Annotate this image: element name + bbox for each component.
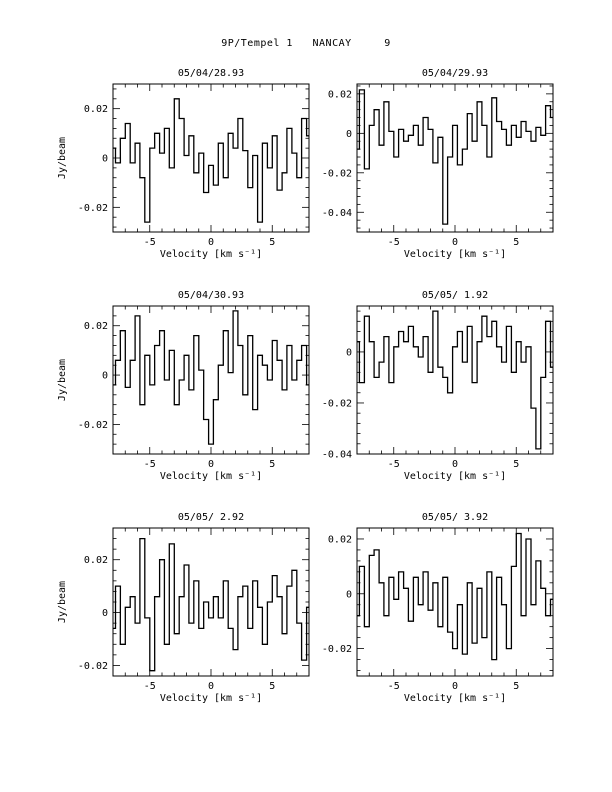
- chart-5-xlabel: Velocity [km s⁻¹]: [160, 693, 262, 704]
- chart-4-xtick-label: 0: [452, 459, 458, 470]
- chart-2-xlabel: Velocity [km s⁻¹]: [404, 249, 506, 260]
- chart-5-xtick-label: -5: [144, 681, 156, 692]
- chart-6-ytick-label: 0.02: [328, 534, 352, 545]
- chart-2-spectrum-line: [357, 89, 553, 225]
- chart-3-ylabel: Jy/beam: [57, 359, 68, 401]
- chart-6-xlabel: Velocity [km s⁻¹]: [404, 693, 506, 704]
- chart-2-title: 05/04/29.93: [422, 68, 488, 79]
- chart-3-xtick-label: -5: [144, 459, 156, 470]
- chart-3-xtick-label: 5: [269, 459, 275, 470]
- chart-2-ytick-label: 0: [346, 129, 352, 140]
- chart-6-spectrum-line: [357, 532, 553, 661]
- chart-1-xtick-label: 0: [208, 237, 214, 248]
- chart-3-ytick-label: -0.02: [78, 420, 108, 431]
- chart-2-xtick-label: 0: [452, 237, 458, 248]
- chart-5-ylabel: Jy/beam: [57, 581, 68, 623]
- chart-6-ytick-label: 0: [346, 589, 352, 600]
- chart-3-frame: [112, 305, 310, 455]
- chart-3-spectrum-line: [113, 310, 309, 445]
- chart-4-title: 05/05/ 1.92: [422, 290, 488, 301]
- chart-6-title: 05/05/ 3.92: [422, 512, 488, 523]
- chart-5-ytick-label: 0: [102, 608, 108, 619]
- chart-1-ytick-label: 0: [102, 154, 108, 165]
- chart-1-title: 05/04/28.93: [178, 68, 244, 79]
- chart-5-xtick-label: 0: [208, 681, 214, 692]
- chart-4-xtick-label: 5: [513, 459, 519, 470]
- chart-2-xtick-label: 5: [513, 237, 519, 248]
- page-title: 9P/Tempel 1 NANCAY 9: [221, 38, 391, 49]
- chart-3-ytick-label: 0.02: [84, 321, 108, 332]
- chart-1-xtick-label: -5: [144, 237, 156, 248]
- chart-4-xlabel: Velocity [km s⁻¹]: [404, 471, 506, 482]
- chart-4-xtick-label: -5: [388, 459, 400, 470]
- chart-3-xtick-label: 0: [208, 459, 214, 470]
- chart-5-ytick-label: 0.02: [84, 555, 108, 566]
- chart-1-ytick-label: 0.02: [84, 104, 108, 115]
- chart-2-ytick-label: -0.04: [322, 208, 352, 219]
- chart-4-ytick-label: -0.02: [322, 398, 352, 409]
- chart-3-ytick-label: 0: [102, 371, 108, 382]
- chart-2-xtick-label: -5: [388, 237, 400, 248]
- chart-6-ytick-label: -0.02: [322, 644, 352, 655]
- chart-4-ytick-label: 0: [346, 347, 352, 358]
- chart-4-frame: [356, 305, 554, 455]
- chart-3-title: 05/04/30.93: [178, 290, 244, 301]
- chart-6-xtick-label: -5: [388, 681, 400, 692]
- chart-5-spectrum-line: [113, 537, 309, 672]
- chart-1-spectrum-line: [113, 98, 309, 223]
- chart-4-spectrum-line: [357, 310, 553, 450]
- chart-3-xlabel: Velocity [km s⁻¹]: [160, 471, 262, 482]
- chart-5-title: 05/05/ 2.92: [178, 512, 244, 523]
- chart-5-frame: [112, 527, 310, 677]
- chart-2-ytick-label: 0.02: [328, 89, 352, 100]
- chart-2-frame: [356, 83, 554, 233]
- chart-1-ytick-label: -0.02: [78, 203, 108, 214]
- chart-1-frame: [112, 83, 310, 233]
- chart-1-xlabel: Velocity [km s⁻¹]: [160, 249, 262, 260]
- chart-1-ylabel: Jy/beam: [57, 137, 68, 179]
- chart-6-xtick-label: 5: [513, 681, 519, 692]
- chart-6-xtick-label: 0: [452, 681, 458, 692]
- chart-5-xtick-label: 5: [269, 681, 275, 692]
- chart-2-ytick-label: -0.02: [322, 168, 352, 179]
- chart-1-xtick-label: 5: [269, 237, 275, 248]
- chart-4-ytick-label: -0.04: [322, 450, 352, 461]
- chart-5-ytick-label: -0.02: [78, 661, 108, 672]
- chart-6-frame: [356, 527, 554, 677]
